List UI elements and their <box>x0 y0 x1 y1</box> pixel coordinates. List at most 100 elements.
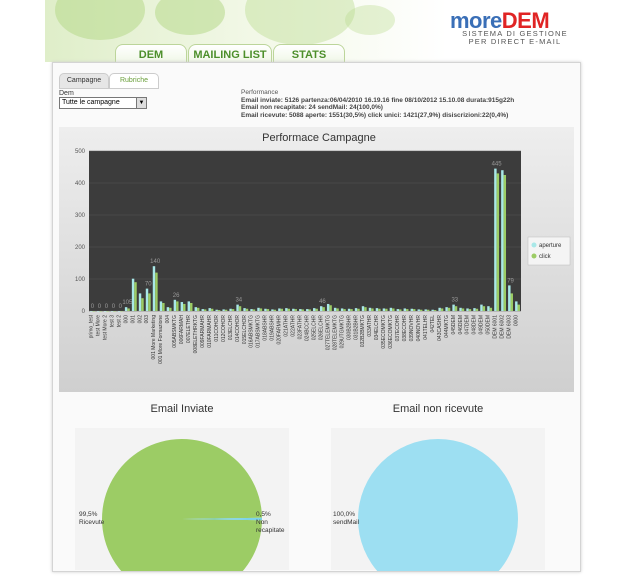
bar-click <box>273 309 277 311</box>
x-tick-label: 045DEM <box>451 315 457 334</box>
bar-aperture <box>326 303 330 311</box>
subtab-rubriche[interactable]: Rubriche <box>109 73 159 89</box>
bar-click <box>224 309 228 311</box>
dem-select[interactable]: Tutte le campagne ▼ <box>59 97 147 109</box>
bar-click <box>266 309 270 311</box>
pie-category-label: Non <box>256 519 268 526</box>
chart-title: Performace Campagne <box>262 132 376 144</box>
bar-click <box>217 310 221 311</box>
bar-aperture <box>354 308 358 311</box>
x-tick-label: 032B2BMKTG <box>360 315 366 347</box>
bar-click <box>162 303 165 311</box>
x-tick-label: 042TEL <box>430 315 436 333</box>
bar-aperture <box>131 278 135 311</box>
bar-aperture <box>417 309 420 311</box>
y-tick-label: 100 <box>75 277 86 283</box>
bar-click <box>475 308 479 311</box>
bar-click <box>350 309 353 311</box>
bar-click <box>385 308 388 311</box>
data-label: 33 <box>451 298 458 304</box>
x-tick-label: 039NOVHR <box>409 315 415 342</box>
bar-aperture <box>124 307 128 311</box>
tab-mailing-list[interactable]: MAILING LIST <box>188 44 272 65</box>
x-tick-label: DEM 6001 <box>493 315 499 339</box>
pie-slice-ricevute <box>101 439 262 576</box>
legend-marker <box>531 253 537 259</box>
x-tick-label: 022ATHR <box>291 315 297 337</box>
tab-dem[interactable]: DEM <box>115 44 187 65</box>
legend-marker <box>531 242 537 248</box>
pie-category-label: Ricevute <box>79 519 105 526</box>
bar-click <box>203 309 207 311</box>
bar-aperture <box>389 307 393 311</box>
campaign-performance-chart: Performace Campagne 0 100 200 300 400 500 primo… <box>59 127 574 392</box>
bar-aperture <box>97 311 100 312</box>
x-tick-label: 050DEM <box>486 315 492 334</box>
pie-chart-svg: Email non ricevute 100,0%sendMail <box>331 403 545 576</box>
bar-aperture <box>152 266 156 311</box>
bar-aperture <box>159 301 163 311</box>
bar-aperture <box>243 308 246 311</box>
x-tick-label: 001 More Marketing <box>151 315 157 360</box>
bar-click <box>106 311 109 312</box>
bar-click <box>155 272 158 311</box>
bar-click <box>190 303 193 311</box>
x-tick-label: 008ELETHRKTG <box>193 315 199 353</box>
bar-click <box>357 308 360 311</box>
x-tick-label: 047DEM <box>465 315 471 334</box>
bar-aperture <box>313 308 316 311</box>
bar-click <box>454 306 458 311</box>
bar-aperture <box>424 309 427 311</box>
bar-click <box>517 304 520 311</box>
bar-click <box>406 309 409 311</box>
data-label: 0 <box>91 304 95 310</box>
pie-category-label: recapitate <box>256 527 285 534</box>
x-tick-label: 021ATHR <box>284 315 290 337</box>
bar-aperture <box>166 307 170 311</box>
bar-click <box>413 309 416 311</box>
data-label: 0 <box>105 304 109 310</box>
bar-aperture <box>487 306 490 311</box>
bar-aperture <box>271 309 274 311</box>
data-label: 34 <box>235 298 242 304</box>
x-tick-label: 007ELETHR <box>186 315 192 343</box>
bar-click <box>336 308 339 311</box>
x-tick-label: 041TELHR <box>423 315 429 340</box>
pie-slice-non-recapitate <box>182 517 262 521</box>
x-tick-label: 024BCCHR <box>304 315 310 342</box>
x-tick-label: 025ELCHR <box>311 315 317 341</box>
x-tick-label: 035ECOMKTG <box>381 315 387 349</box>
x-tick-label: 011COHOR <box>214 315 220 342</box>
bar-click <box>92 311 95 312</box>
legend-box <box>527 236 571 266</box>
x-tick-label: 023FATHR <box>298 315 304 340</box>
bar-click <box>315 308 318 311</box>
subtab-campagne[interactable]: Campagne <box>59 73 109 89</box>
pie-email-inviate: Email Inviate 99,5% Ricevute 0,5% Non recapit… <box>73 398 291 576</box>
bar-aperture <box>445 307 448 311</box>
bar-aperture <box>222 309 225 311</box>
bar-aperture <box>264 308 267 311</box>
y-tick-label: 200 <box>75 245 86 251</box>
pie-title: Email Inviate <box>151 403 214 415</box>
bar-click <box>210 308 214 311</box>
bar-click <box>231 309 235 311</box>
bar-click <box>419 309 423 311</box>
bar-click <box>343 309 346 311</box>
x-tick-label: 019ABSHR <box>270 315 276 341</box>
data-label: 26 <box>173 293 180 299</box>
x-tick-label: 010FARMAHR <box>207 315 213 348</box>
x-tick-label: 038ECOHR <box>402 315 408 342</box>
x-tick-label: test 3 <box>109 315 115 327</box>
bar-click <box>378 308 381 311</box>
x-tick-label: 009FARMAHR <box>200 315 206 348</box>
bar-aperture <box>138 293 142 311</box>
x-tick-label: DEM 6003 <box>507 315 513 339</box>
x-tick-label: 026ELCHR <box>318 315 324 341</box>
plot-area <box>89 151 521 311</box>
pie-email-non-ricevute: Email non ricevute 100,0% sendMail <box>329 398 547 576</box>
legend-label: aperture <box>539 243 562 249</box>
x-tick-label: 013ELCHR <box>228 315 234 341</box>
x-tick-label: 018ABSHR <box>263 315 269 341</box>
tab-stats[interactable]: STATS <box>273 44 345 65</box>
